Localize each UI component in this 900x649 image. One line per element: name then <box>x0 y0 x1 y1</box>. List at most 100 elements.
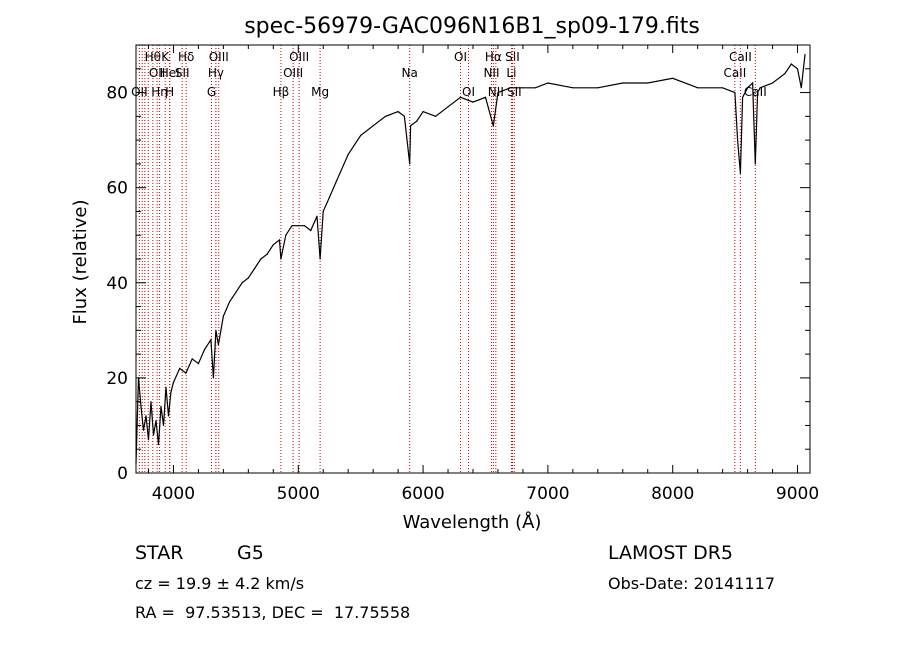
series-point <box>285 234 287 236</box>
line-label: OIII <box>289 50 309 64</box>
line-label: Mg <box>311 85 329 99</box>
series-point <box>217 344 219 346</box>
series-point <box>734 92 736 94</box>
line-label: SII <box>507 85 522 99</box>
series-point <box>280 258 282 260</box>
line-label: Li <box>506 66 516 80</box>
line-label: H <box>165 85 174 99</box>
line-label: SII <box>175 66 190 80</box>
y-axis: 0 20 40 60 80 <box>106 68 810 484</box>
line-label: Hη <box>151 85 168 99</box>
line-label: K <box>161 50 170 64</box>
series-point <box>416 120 418 122</box>
series-point <box>140 405 142 407</box>
spectrum-chart: spec-56979-GAC096N16B1_sp09-179.fits OII… <box>70 14 819 533</box>
series-point <box>197 363 199 365</box>
series-point <box>335 182 337 184</box>
series-point <box>403 115 405 117</box>
series-point <box>165 386 167 388</box>
line-label: OIII <box>209 50 229 64</box>
emission-line-markers: OIIHθOIIHηKHeIHSIIHδGHγOIIIHβOIIIOIIIMgN… <box>131 45 767 473</box>
line-label: OII <box>131 85 148 99</box>
series-point <box>747 87 749 89</box>
series-point <box>360 134 362 136</box>
series-point <box>185 372 187 374</box>
x-tick-label: 8000 <box>651 484 694 504</box>
series-point <box>497 92 499 94</box>
y-axis-label: Flux (relative) <box>70 199 91 324</box>
x-tick-label: 6000 <box>401 484 444 504</box>
plot-frame <box>135 44 811 474</box>
series-point <box>790 63 792 65</box>
series-point <box>672 77 674 79</box>
series-point <box>772 82 774 84</box>
object-subclass: G5 <box>237 542 264 564</box>
y-tick-label: 40 <box>106 274 128 294</box>
series-point <box>157 443 160 446</box>
series-point <box>410 125 412 127</box>
x-axis: 4000 5000 6000 7000 8000 9000 <box>147 45 819 504</box>
series-point <box>160 405 162 407</box>
series-point <box>215 329 217 331</box>
series-point <box>722 87 724 89</box>
line-label: Hθ <box>145 50 161 64</box>
series-point <box>622 82 624 84</box>
series-point <box>492 125 494 127</box>
series-point <box>322 210 324 212</box>
line-label: Hα <box>485 50 502 64</box>
series-point <box>784 72 786 75</box>
line-label: G <box>207 85 216 99</box>
series-point <box>534 87 537 89</box>
series-point <box>229 301 231 303</box>
series-point <box>162 424 165 426</box>
series-point <box>759 87 761 89</box>
series-point <box>739 172 742 174</box>
series-point <box>435 115 437 117</box>
series-line <box>135 54 806 464</box>
series-point <box>742 96 744 98</box>
line-label: Na <box>402 66 418 80</box>
line-label: OI <box>462 85 475 99</box>
line-label: Hγ <box>208 66 224 80</box>
series-point <box>757 92 759 94</box>
series-point <box>222 315 224 317</box>
series-point <box>697 87 699 89</box>
line-label: CaII <box>723 66 746 80</box>
line-label: SII <box>505 50 520 64</box>
series-point <box>147 439 150 441</box>
series-point <box>145 415 147 417</box>
redshift-velocity: cz = 19.9 ± 4.2 km/s <box>135 574 305 593</box>
series-point <box>172 382 174 384</box>
series-point <box>372 125 374 127</box>
object-class: STAR <box>135 542 184 564</box>
series-point <box>179 367 181 369</box>
line-label: NII <box>483 66 499 80</box>
series-point <box>142 429 145 431</box>
series-point <box>796 68 799 70</box>
series-point <box>291 225 293 227</box>
series-point <box>170 391 172 393</box>
x-tick-label: 7000 <box>526 484 569 504</box>
line-label: Hβ <box>273 85 290 99</box>
series-point <box>572 87 574 89</box>
series-point <box>150 401 152 403</box>
series-point <box>800 87 802 89</box>
sky-coordinates: RA = 97.53513, DEC = 17.75558 <box>135 603 411 622</box>
series-point <box>319 258 321 260</box>
series-point <box>310 229 312 232</box>
y-tick-label: 80 <box>106 84 128 104</box>
line-label: OI <box>454 50 467 64</box>
series-point <box>547 82 549 84</box>
series-point <box>266 253 268 255</box>
series-point <box>754 163 756 165</box>
series-point <box>191 358 193 360</box>
y-tick-label: 20 <box>106 369 128 389</box>
series-point <box>347 153 349 155</box>
series-point <box>247 277 249 279</box>
series-point <box>737 139 739 141</box>
spectrum-series <box>135 53 806 465</box>
x-tick-label: 5000 <box>277 484 320 504</box>
chart-title: spec-56979-GAC096N16B1_sp09-179.fits <box>244 14 700 39</box>
series-point <box>260 258 262 260</box>
series-point <box>397 111 399 113</box>
